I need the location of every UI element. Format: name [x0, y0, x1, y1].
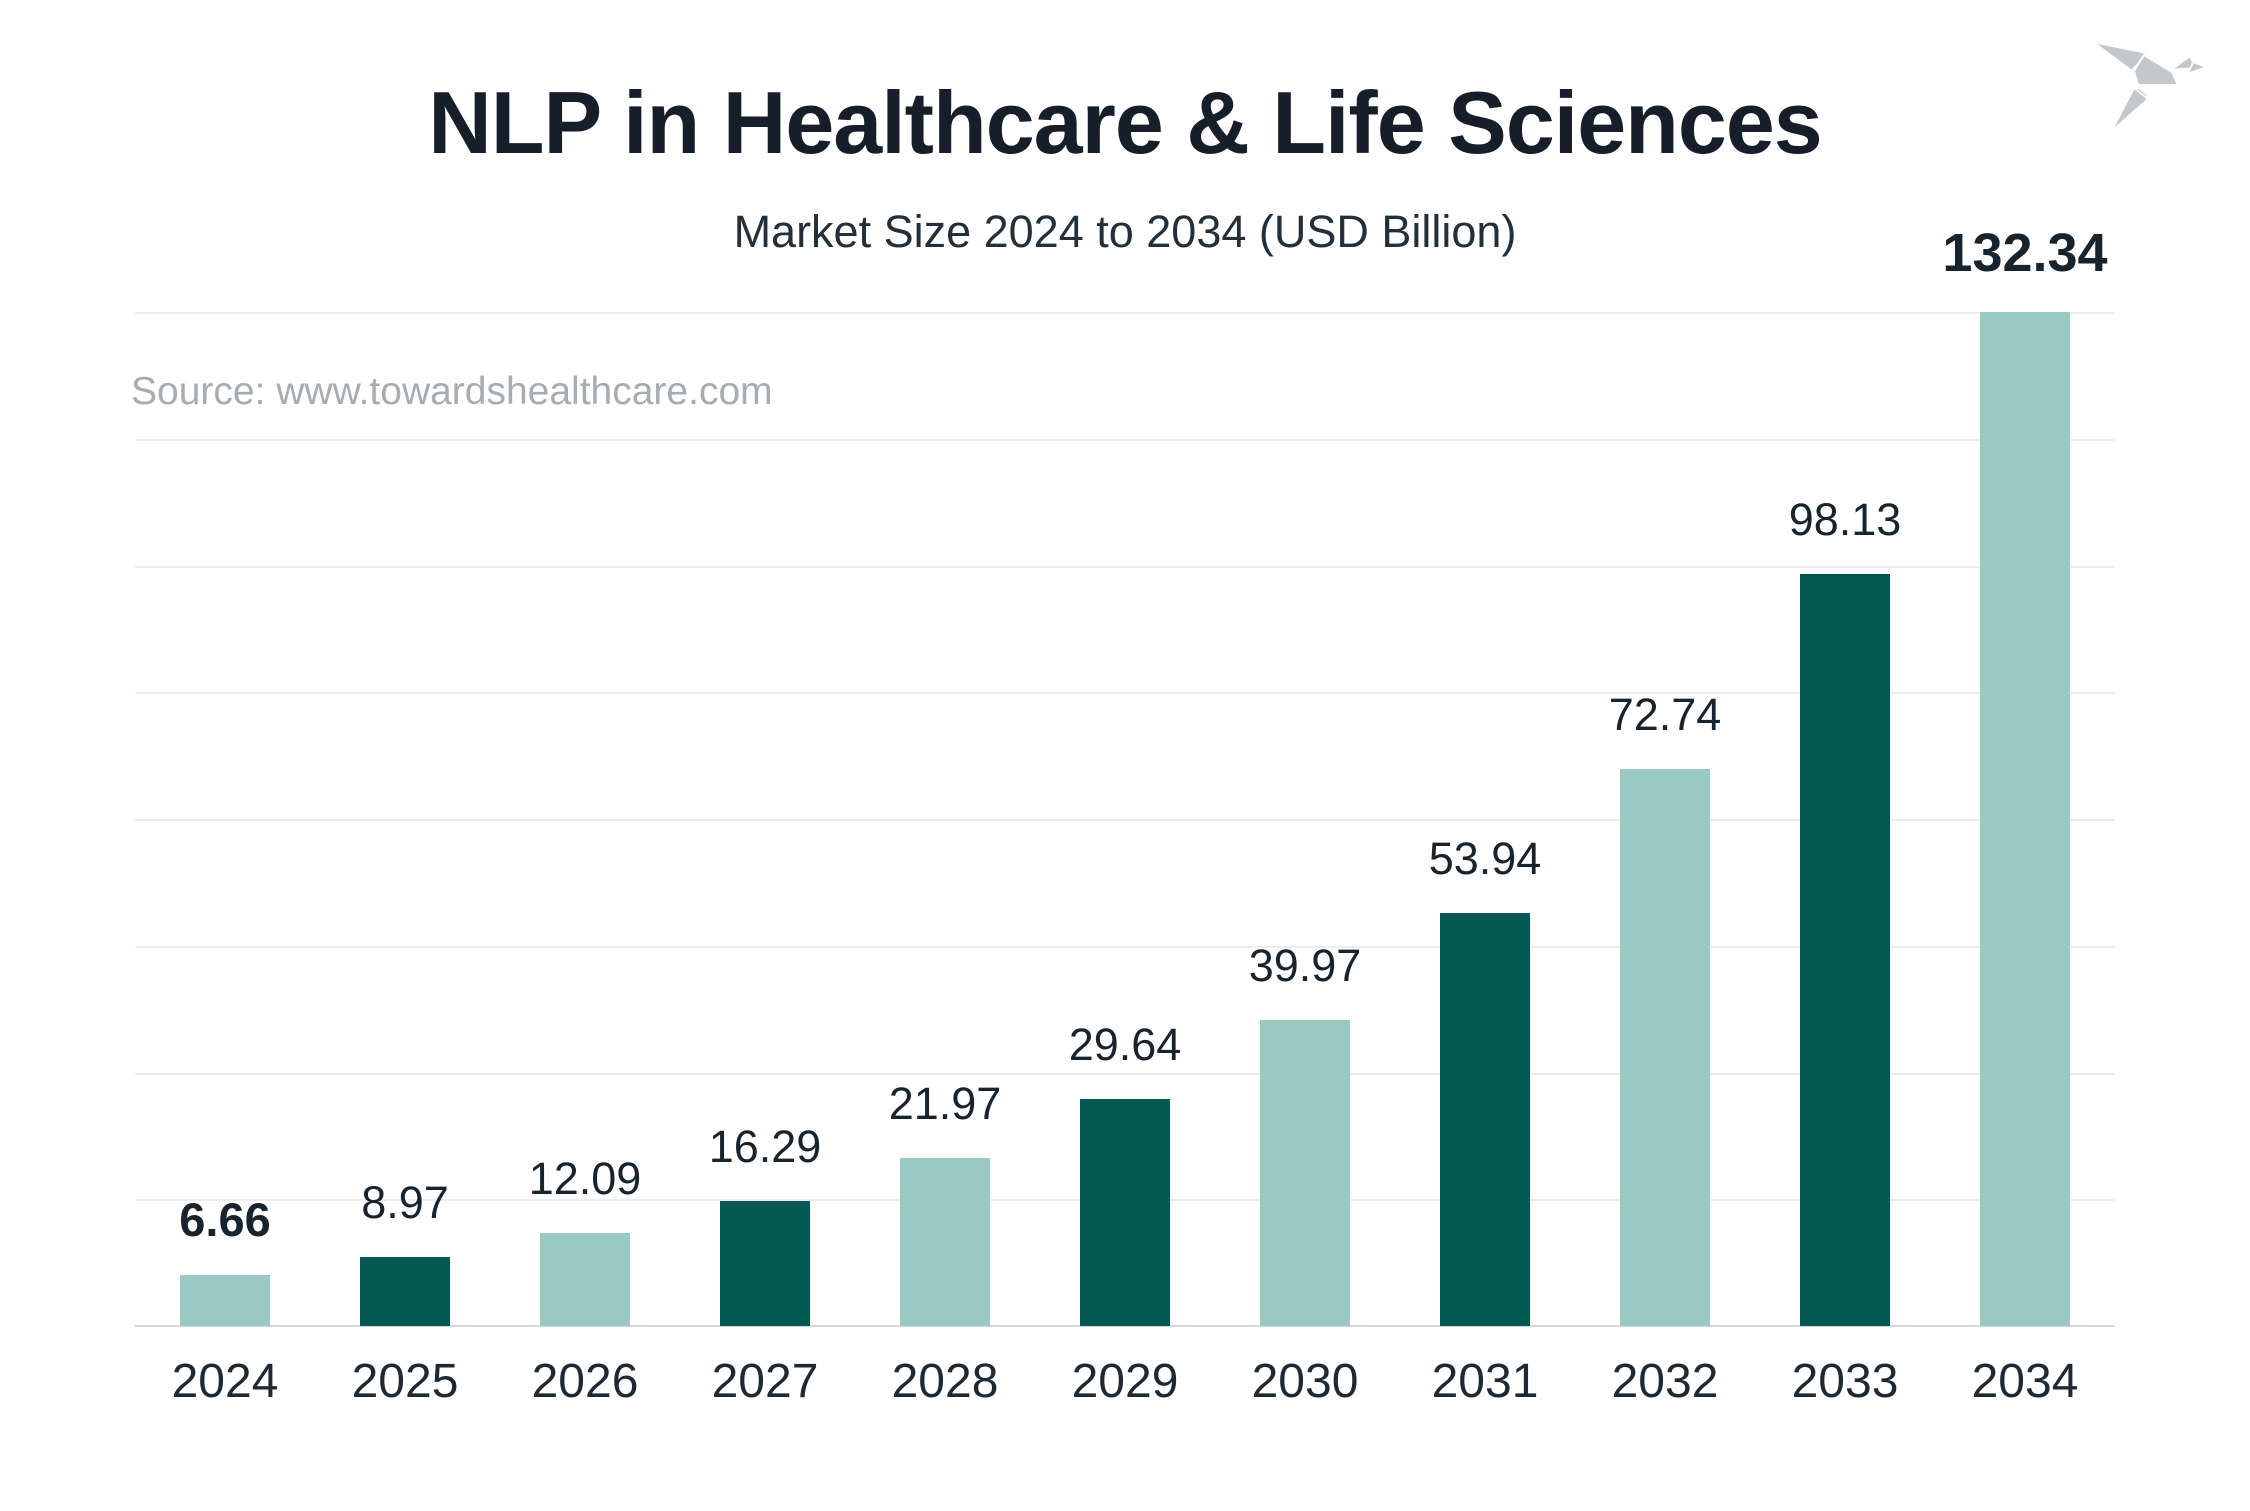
- page-title: NLP in Healthcare & Life Sciences: [428, 73, 1822, 172]
- bar-2028: [900, 1158, 990, 1326]
- x-axis-label: 2027: [711, 1355, 819, 1408]
- bar-2033: [1800, 574, 1890, 1326]
- x-axis-line: [135, 1325, 2115, 1327]
- bar-value-label: 16.29: [708, 1121, 822, 1172]
- x-axis-label: 2031: [1431, 1355, 1539, 1408]
- gridline: [135, 946, 2115, 948]
- bar-value-label: 12.09: [528, 1153, 642, 1204]
- page-subtitle: Market Size 2024 to 2034 (USD Billion): [733, 206, 1517, 257]
- x-axis-label: 2030: [1251, 1355, 1359, 1408]
- bar-value-label: 132.34: [1942, 223, 2108, 283]
- x-axis-label: 2026: [531, 1355, 639, 1408]
- bar-2027: [720, 1201, 810, 1326]
- origami-bird-icon: [2092, 41, 2208, 133]
- bar-2030: [1260, 1020, 1350, 1326]
- bar-value-label: 8.97: [361, 1177, 449, 1228]
- x-axis-label: 2024: [171, 1355, 279, 1408]
- bar-2029: [1080, 1099, 1170, 1326]
- x-axis-label: 2034: [1971, 1355, 2079, 1408]
- gridline: [135, 692, 2115, 694]
- x-axis-label: 2025: [351, 1355, 459, 1408]
- gridline: [135, 439, 2115, 441]
- x-axis-label: 2029: [1071, 1355, 1179, 1408]
- bar-value-label: 6.66: [179, 1193, 271, 1246]
- x-axis-label: 2032: [1611, 1355, 1719, 1408]
- x-axis-label: 2033: [1791, 1355, 1899, 1408]
- bar-value-label: 39.97: [1248, 940, 1362, 991]
- bar-2025: [360, 1257, 450, 1326]
- bar-value-label: 72.74: [1608, 689, 1722, 740]
- bar-2034: [1980, 312, 2070, 1326]
- gridline: [135, 312, 2115, 314]
- bar-2026: [540, 1233, 630, 1326]
- x-axis-label: 2028: [891, 1355, 999, 1408]
- bar-2031: [1440, 913, 1530, 1326]
- bar-2032: [1620, 769, 1710, 1326]
- bar-value-label: 29.64: [1068, 1019, 1182, 1070]
- gridline: [135, 1073, 2115, 1075]
- bar-value-label: 21.97: [888, 1078, 1002, 1129]
- gridline: [135, 819, 2115, 821]
- bar-value-label: 98.13: [1788, 494, 1902, 545]
- gridline: [135, 566, 2115, 568]
- bar-value-label: 53.94: [1428, 833, 1542, 884]
- bar-2024: [180, 1275, 270, 1326]
- source-note: Source: www.towardshealthcare.com: [131, 370, 773, 413]
